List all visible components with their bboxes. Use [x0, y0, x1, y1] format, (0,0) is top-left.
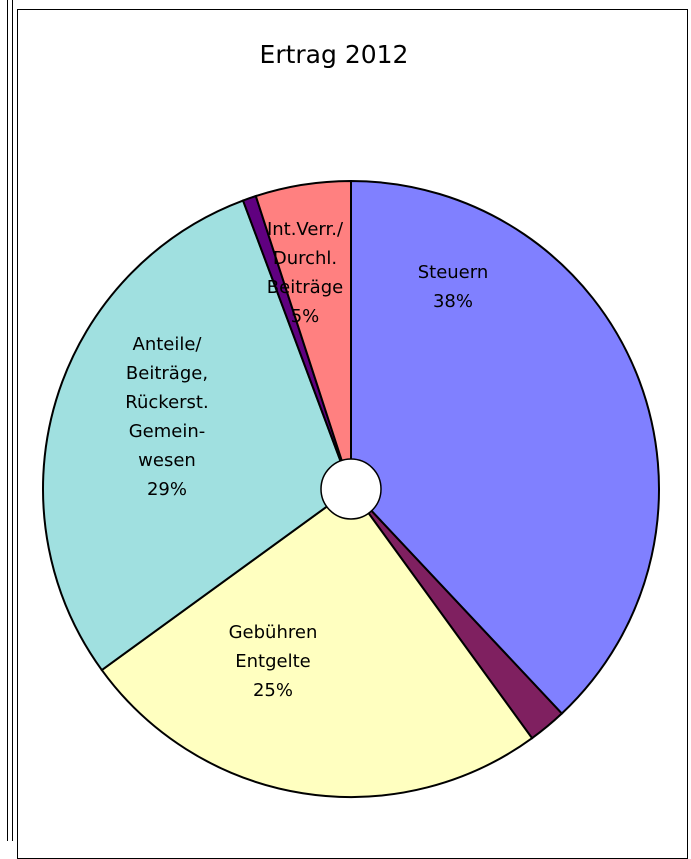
slices-layer	[42, 179, 660, 798]
pie-slice-2	[100, 487, 534, 798]
slice-label-line: Entgelte	[235, 651, 310, 672]
pie-slice-3	[42, 199, 353, 672]
slice-label-line: Int.Verr./	[267, 219, 344, 240]
slice-label-line: Beiträge,	[126, 363, 208, 384]
slice-label-line: Steuern	[418, 262, 489, 283]
slice-label-line: Anteile/	[133, 334, 203, 355]
chart-container: Ertrag 2012 Steuern 38% Gebühren Entgelte 25…	[17, 9, 688, 859]
chart-title: Ertrag 2012	[260, 40, 409, 69]
slice-label-3: Anteile/Beiträge, Rückerst. Gemein-wesen 29…	[125, 334, 208, 500]
slice-label-line: wesen	[138, 450, 196, 471]
left-border-line	[7, 0, 8, 841]
slice-label-line: 38%	[433, 291, 473, 312]
slice-label-line: Beiträge	[267, 277, 343, 298]
left-border	[0, 0, 13, 841]
slice-label-line: 25%	[253, 680, 293, 701]
donut-hole	[320, 458, 382, 520]
labels-layer: Steuern 38% Gebühren Entgelte 25% Anteile/Bei…	[125, 219, 488, 701]
pie-slice-5	[254, 179, 352, 490]
slice-label-line: Durchl.	[273, 248, 337, 269]
slice-label-line: 29%	[147, 479, 187, 500]
pie-chart: Ertrag 2012 Steuern 38% Gebühren Entgelte 25…	[42, 40, 660, 798]
slice-label-2: Gebühren Entgelte 25%	[229, 622, 318, 701]
slice-label-line: Rückerst.	[125, 392, 208, 413]
slice-label-line: Gemein-	[129, 421, 206, 442]
slice-label-0: Steuern 38%	[418, 262, 489, 312]
slice-label-line: Gebühren	[229, 622, 318, 643]
slice-label-5: Int.Verr./ Durchl. Beiträge 5%	[267, 219, 344, 327]
slice-label-line: 5%	[291, 306, 320, 327]
pie-slice-0	[350, 179, 660, 715]
